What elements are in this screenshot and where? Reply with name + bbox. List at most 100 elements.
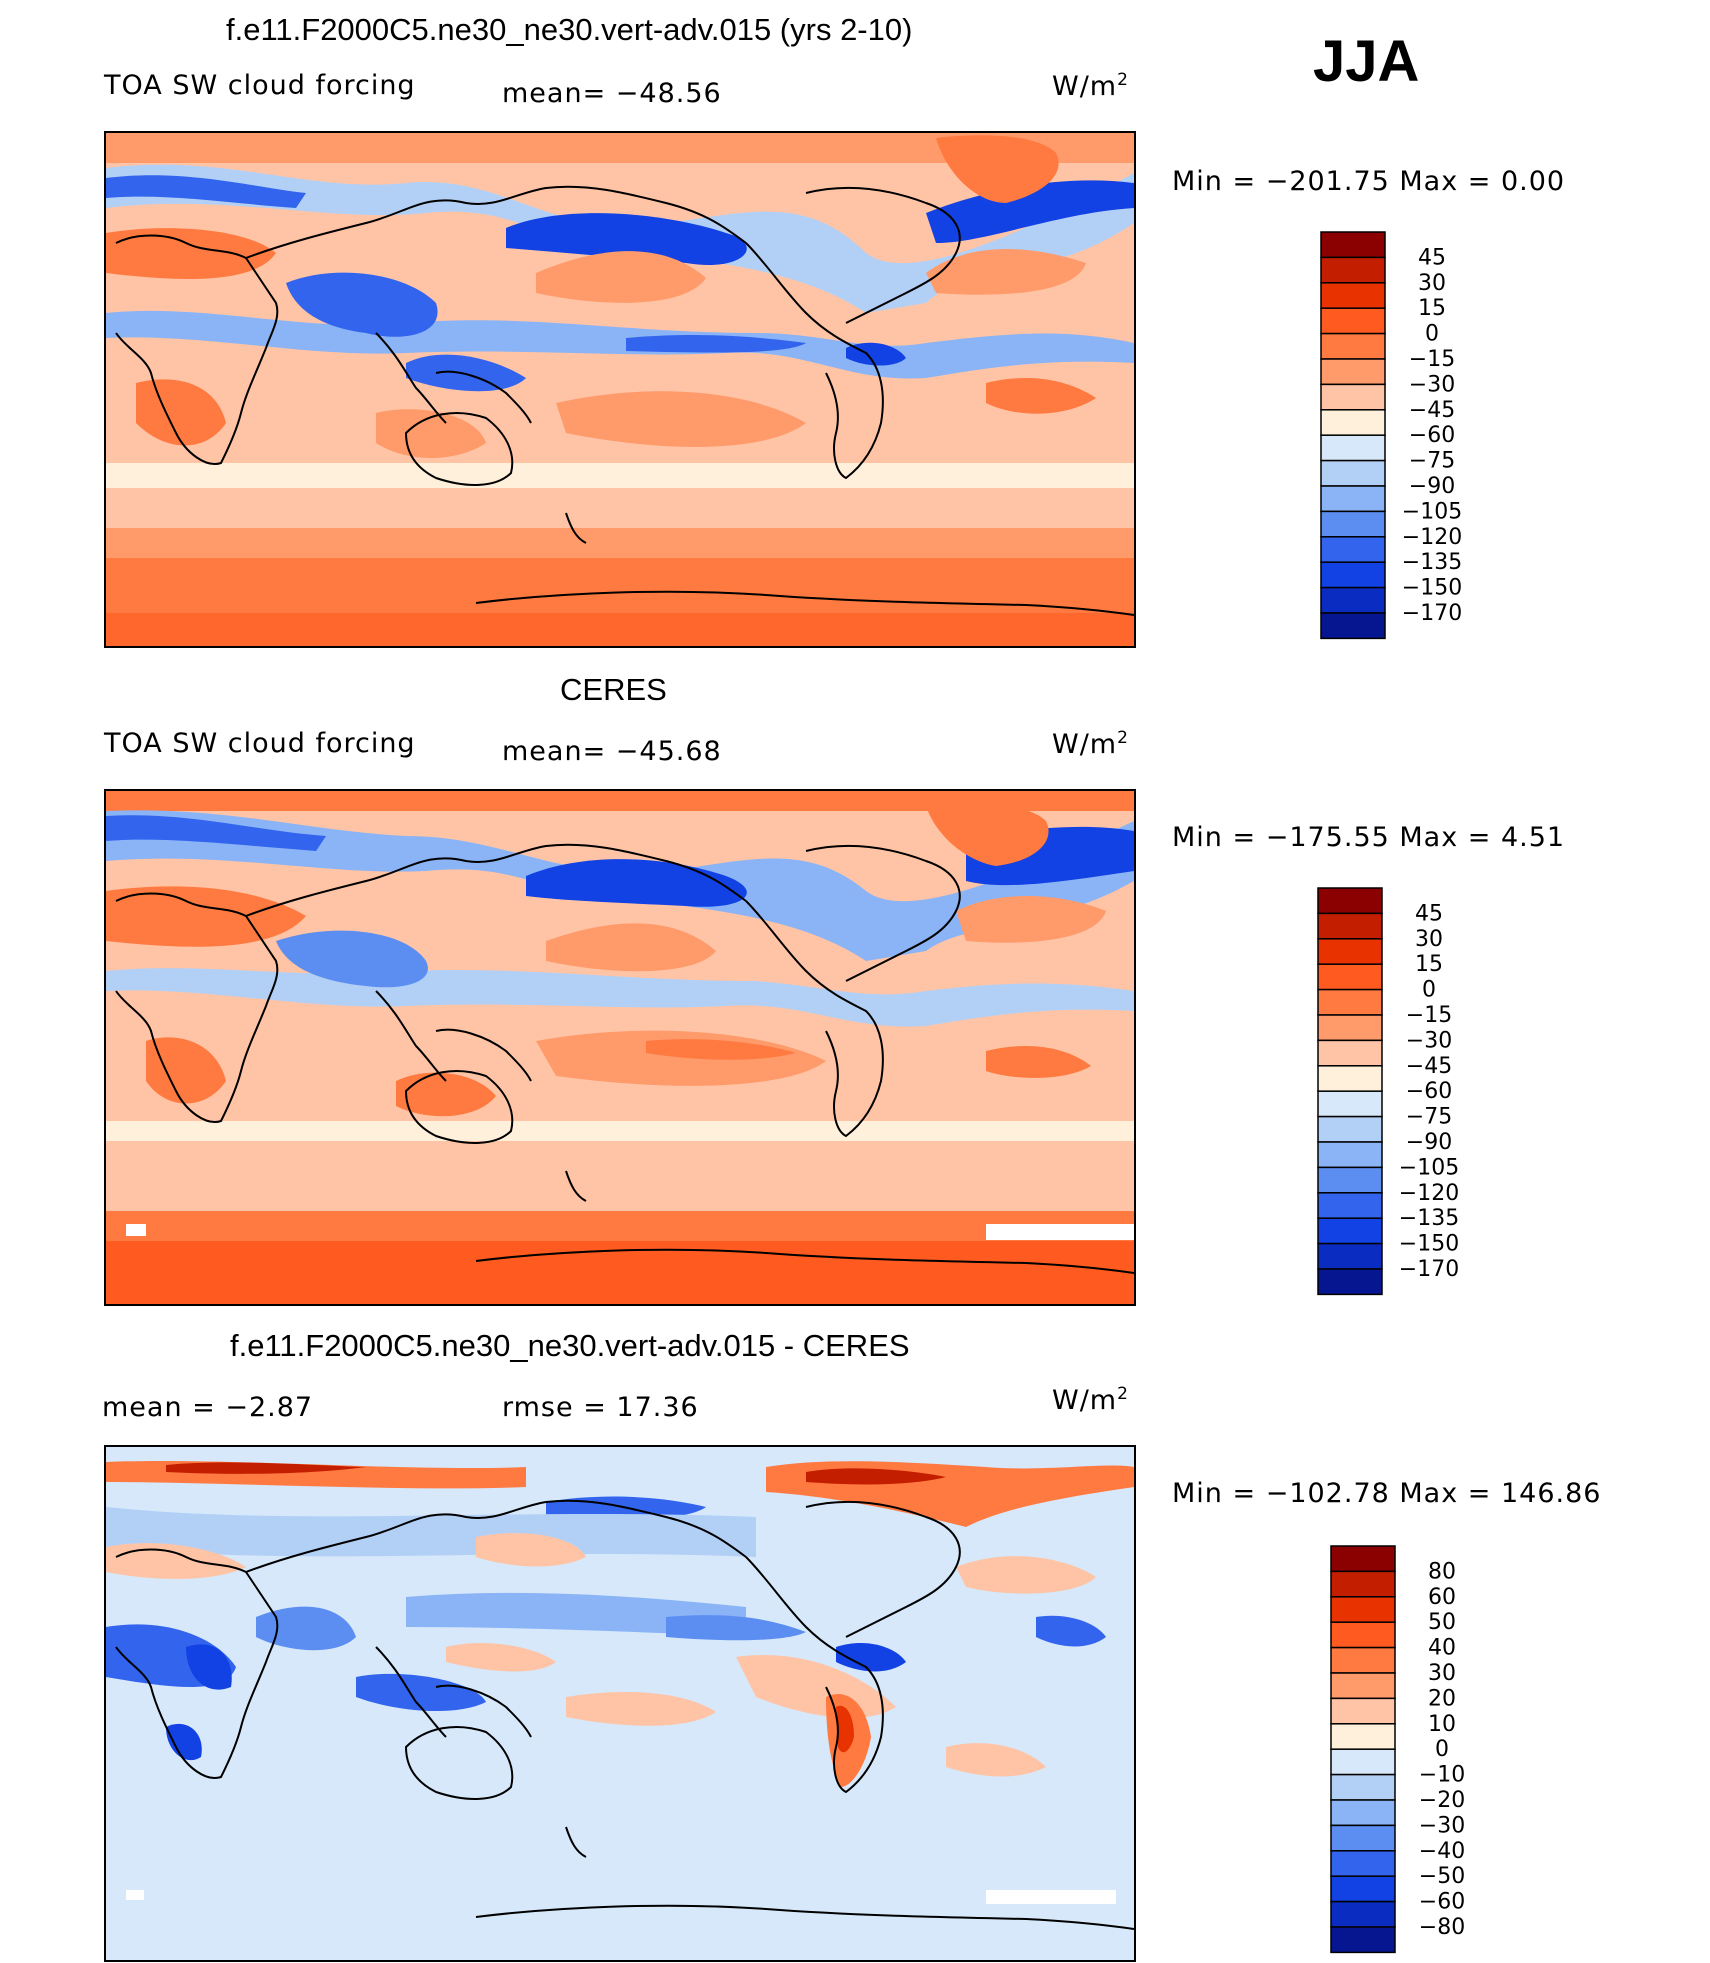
colorbar-swatch <box>1320 256 1386 284</box>
colorbar-tick-label: 10 <box>1428 1712 1456 1737</box>
colorbar-swatch <box>1320 409 1386 436</box>
panel-2-map <box>104 789 1136 1306</box>
colorbar-tick-label: −120 <box>1399 1181 1459 1206</box>
panel-2-colorbar: 45 30 15 0 −15 −30 −45 −60 −75 −90 −105 −120 −135 −15… <box>1317 887 1517 1298</box>
panel-1-variable-label: TOA SW cloud forcing <box>104 70 416 101</box>
colorbar-swatch <box>1320 612 1386 640</box>
colorbar-swatch <box>1320 231 1386 259</box>
colorbar-swatch <box>1320 434 1386 462</box>
panel-3-mean-label: mean = −2.87 <box>102 1392 314 1423</box>
panel-1-title: f.e11.F2000C5.ne30_ne30.vert-adv.015 (yr… <box>226 12 913 47</box>
colorbar-tick-label: 80 <box>1428 1559 1456 1584</box>
panel-2-map-canvas <box>106 791 1134 1304</box>
colorbar-swatch <box>1330 1850 1396 1877</box>
colorbar-swatch <box>1317 1065 1383 1092</box>
colorbar-swatch <box>1330 1748 1396 1776</box>
colorbar-tick-label: 0 <box>1435 1737 1449 1762</box>
colorbar-tick-label: −10 <box>1419 1763 1465 1788</box>
colorbar-swatch <box>1330 1672 1396 1700</box>
colorbar-swatch <box>1317 1217 1383 1245</box>
colorbar-swatch <box>1317 1090 1383 1118</box>
colorbar-tick-label: 50 <box>1428 1610 1456 1635</box>
colorbar-swatch <box>1317 1014 1383 1042</box>
colorbar-swatch <box>1317 1166 1383 1194</box>
panel-3-map-canvas <box>106 1447 1134 1960</box>
colorbar-swatch <box>1330 1926 1396 1954</box>
colorbar-tick-label: −90 <box>1406 1130 1452 1155</box>
colorbar-swatch <box>1330 1697 1396 1725</box>
colorbar-tick-label: −15 <box>1409 347 1455 372</box>
colorbar-tick-label: 30 <box>1428 1661 1456 1686</box>
colorbar-tick-label: 30 <box>1415 927 1443 952</box>
colorbar-tick-label: 20 <box>1428 1686 1456 1711</box>
colorbar-swatch <box>1330 1900 1396 1928</box>
panel-3-rmse-label: rmse = 17.36 <box>502 1392 699 1423</box>
colorbar-tick-label: −20 <box>1419 1788 1465 1813</box>
colorbar-tick-label: −150 <box>1399 1232 1459 1257</box>
colorbar-tick-label: 15 <box>1415 952 1443 977</box>
colorbar-tick-label: −75 <box>1406 1105 1452 1130</box>
panel-2-min-max: Min = −175.55 Max = 4.51 <box>1172 822 1566 853</box>
colorbar-swatch <box>1317 963 1383 991</box>
colorbar-swatch <box>1320 459 1386 487</box>
colorbar-tick-label: −60 <box>1406 1079 1452 1104</box>
colorbar-tick-label: −135 <box>1399 1206 1459 1231</box>
colorbar-tick-label: −30 <box>1409 372 1455 397</box>
colorbar-swatch <box>1320 485 1386 513</box>
colorbar-tick-label: −105 <box>1402 499 1462 524</box>
colorbar-tick-label: −45 <box>1406 1054 1452 1079</box>
colorbar-tick-label: −75 <box>1409 449 1455 474</box>
colorbar-swatch <box>1317 1115 1383 1143</box>
colorbar-swatch <box>1320 332 1386 360</box>
colorbar-swatch <box>1330 1570 1396 1598</box>
colorbar-tick-label: −40 <box>1419 1839 1465 1864</box>
colorbar-tick-label: −50 <box>1419 1864 1465 1889</box>
colorbar-swatch <box>1330 1824 1396 1852</box>
colorbar-tick-label: −90 <box>1409 474 1455 499</box>
colorbar-swatch <box>1317 1039 1383 1067</box>
colorbar-swatch <box>1330 1621 1396 1649</box>
colorbar-tick-label: 45 <box>1415 901 1443 926</box>
panel-1-map <box>104 131 1136 648</box>
colorbar-tick-label: −135 <box>1402 550 1462 575</box>
colorbar-swatch <box>1330 1545 1396 1573</box>
colorbar-swatch <box>1317 887 1383 915</box>
colorbar-swatch <box>1317 1141 1383 1169</box>
colorbar-swatch <box>1320 561 1386 589</box>
colorbar-tick-label: −170 <box>1402 601 1462 626</box>
colorbar-tick-label: −30 <box>1406 1028 1452 1053</box>
panel-3-title: f.e11.F2000C5.ne30_ne30.vert-adv.015 - C… <box>230 1328 910 1363</box>
colorbar-swatch <box>1330 1773 1396 1801</box>
colorbar-tick-label: 45 <box>1418 245 1446 270</box>
colorbar-swatch <box>1320 383 1386 411</box>
colorbar-swatch <box>1317 988 1383 1016</box>
colorbar-tick-label: 0 <box>1422 978 1436 1003</box>
colorbar-swatch <box>1330 1596 1396 1623</box>
colorbar-swatch <box>1320 536 1386 563</box>
colorbar-tick-label: 60 <box>1428 1585 1456 1610</box>
colorbar-tick-label: 15 <box>1418 296 1446 321</box>
colorbar-swatch <box>1320 307 1386 335</box>
panel-1-map-canvas <box>106 133 1134 646</box>
colorbar-tick-label: −80 <box>1419 1915 1465 1940</box>
panel-2-variable-label: TOA SW cloud forcing <box>104 728 416 759</box>
colorbar-swatch <box>1330 1646 1396 1674</box>
panel-2-units: W/m2 <box>1052 728 1129 760</box>
colorbar-canvas: 4530150−15−30−45−60−75−90−105−120−135−15… <box>1320 231 1462 640</box>
colorbar-swatch <box>1317 1268 1383 1296</box>
colorbar-tick-label: −15 <box>1406 1003 1452 1028</box>
colorbar-swatch <box>1330 1875 1396 1903</box>
colorbar-swatch <box>1320 510 1386 538</box>
panel-1-colorbar: 45 30 15 0 −15 −30 −45 −60 −75 −90 −105 −120 −135 −15… <box>1320 231 1520 642</box>
colorbar-swatch <box>1317 1242 1383 1270</box>
colorbar-tick-label: 0 <box>1425 322 1439 347</box>
colorbar-tick-label: −120 <box>1402 525 1462 550</box>
panel-3-map <box>104 1445 1136 1962</box>
colorbar-swatch <box>1317 938 1383 965</box>
colorbar-swatch <box>1320 358 1386 386</box>
colorbar-swatch <box>1330 1723 1396 1750</box>
panel-2-title: CERES <box>560 672 667 707</box>
colorbar-swatch <box>1317 912 1383 940</box>
panel-1-mean-label: mean= −48.56 <box>502 78 722 109</box>
panel-1-min-max: Min = −201.75 Max = 0.00 <box>1172 166 1566 197</box>
